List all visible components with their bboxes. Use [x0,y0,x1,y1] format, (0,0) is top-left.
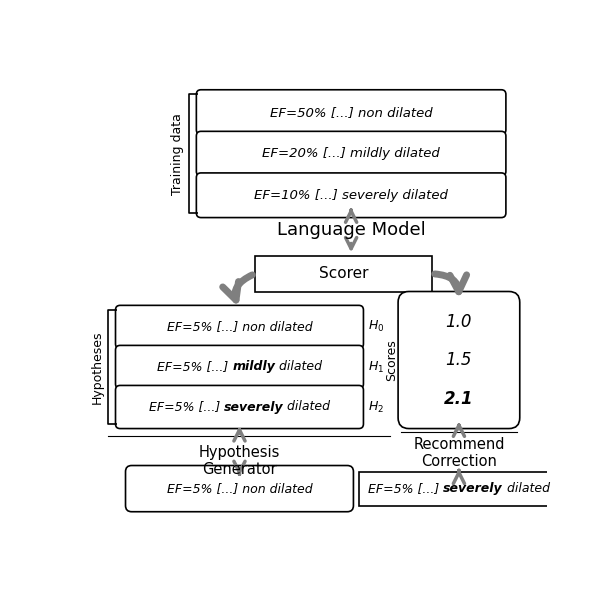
Text: EF=5% [...]: EF=5% [...] [149,400,224,413]
Text: EF=5% [...]  dilated: EF=5% [...] dilated [178,361,301,374]
Text: EF=10% [...] severely dilated: EF=10% [...] severely dilated [254,189,448,202]
FancyBboxPatch shape [196,131,506,176]
Text: EF=5% [...]  dilated: EF=5% [...] dilated [178,400,301,413]
FancyBboxPatch shape [126,466,353,511]
Text: EF=20% [...] mildly dilated: EF=20% [...] mildly dilated [262,147,440,160]
Text: EF=5% [...]: EF=5% [...] [368,482,443,495]
Text: mildly: mildly [232,361,275,374]
Text: Scorer: Scorer [318,266,368,282]
Text: dilated: dilated [275,361,322,374]
Text: severely: severely [224,400,284,413]
FancyArrowPatch shape [435,274,467,292]
Text: Hypothesis
Generator: Hypothesis Generator [199,445,280,477]
Text: Scores: Scores [386,339,398,381]
Text: Recommend
Correction: Recommend Correction [413,437,504,469]
Text: dilated: dilated [503,482,550,495]
FancyBboxPatch shape [115,305,364,349]
Text: 2.1: 2.1 [444,390,474,407]
Text: Training data: Training data [171,113,184,195]
Text: severely: severely [443,482,503,495]
Text: EF=5% [...] non dilated: EF=5% [...] non dilated [167,482,312,495]
Text: dilated: dilated [284,400,331,413]
Text: EF=5% [...] non dilated: EF=5% [...] non dilated [167,320,312,333]
Text: EF=5% [...]: EF=5% [...] [157,361,232,374]
Text: 1.5: 1.5 [446,351,472,369]
Text: $H_2$: $H_2$ [368,399,384,415]
FancyBboxPatch shape [196,173,506,217]
Text: EF=50% [...] non dilated: EF=50% [...] non dilated [270,106,432,119]
Text: $H_0$: $H_0$ [368,320,384,334]
Bar [255,256,432,292]
Text: $H_1$: $H_1$ [368,359,384,374]
Text: Language Model: Language Model [277,222,426,239]
FancyBboxPatch shape [115,345,364,388]
Text: 1.0: 1.0 [446,312,472,330]
FancyArrowPatch shape [223,275,253,300]
FancyBboxPatch shape [196,90,506,134]
Text: Hypotheses: Hypotheses [90,330,104,404]
FancyBboxPatch shape [115,386,364,428]
Bar [359,472,559,505]
FancyBboxPatch shape [398,292,520,428]
